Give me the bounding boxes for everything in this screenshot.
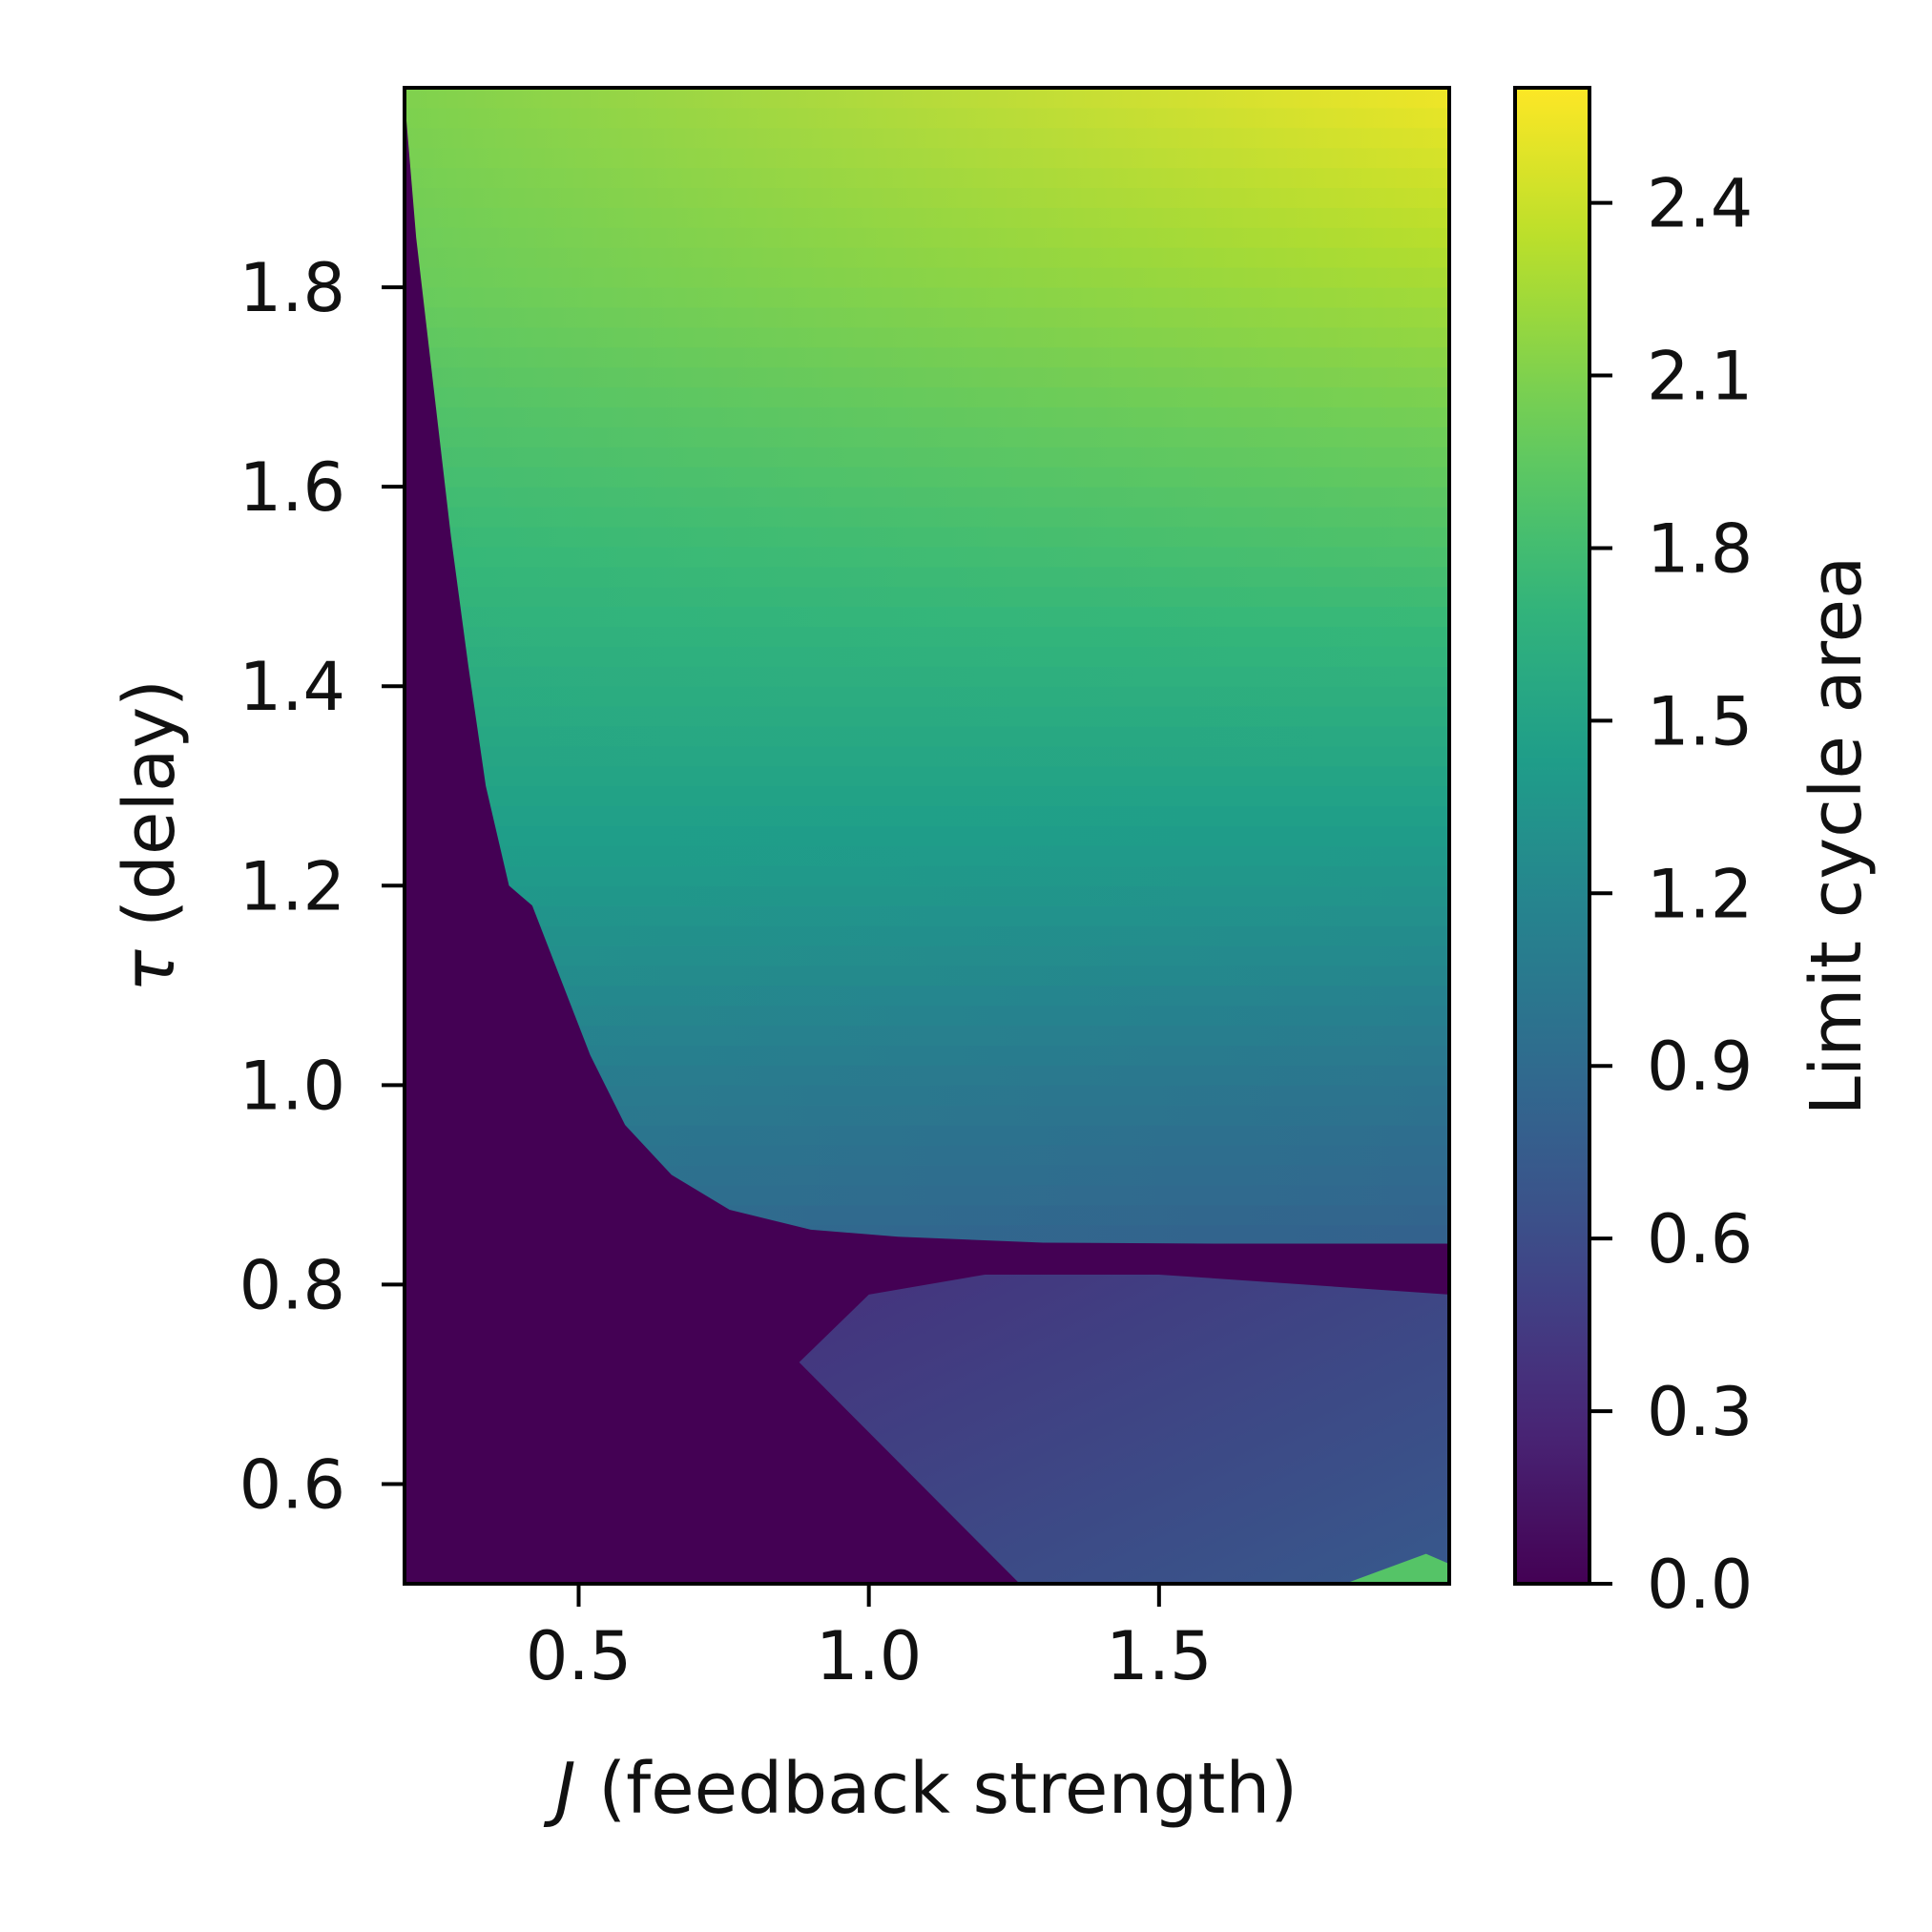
oscillation-band [405,645,1449,667]
oscillation-band [405,965,1449,987]
oscillation-band [405,246,1449,268]
oscillation-band [405,187,1449,208]
oscillation-band [405,1025,1449,1047]
oscillation-band [405,546,1449,568]
oscillation-band [405,725,1449,747]
y-tick-label: 1.2 [239,847,345,925]
x-axis-label: J (feedback strength) [543,1748,1298,1830]
x-tick-label: 1.5 [1106,1617,1212,1695]
x-axis-label-text: (feedback strength) [576,1748,1298,1830]
oscillation-band [405,88,1449,109]
colorbar-tick-label: 0.9 [1647,1028,1753,1106]
colorbar-tick-label: 2.4 [1647,165,1753,243]
oscillation-band [405,884,1449,906]
colorbar [1515,88,1589,1584]
colorbar-tick-label: 0.6 [1647,1200,1753,1278]
colorbar-tick-label: 2.1 [1647,338,1753,416]
colorbar-tick-label: 1.5 [1647,682,1753,760]
oscillation-band [405,745,1449,767]
oscillation-band [405,985,1449,1007]
colorbar-tick-label: 0.0 [1647,1546,1753,1624]
colorbar-ticks: 0.0 0.3 0.6 0.9 1.2 1.5 1.8 2.1 2.4 [1589,165,1753,1624]
oscillation-band [405,206,1449,228]
x-tick-label: 1.0 [816,1617,922,1695]
oscillation-band [405,506,1449,528]
colorbar-tick-label: 1.2 [1647,855,1753,933]
heatmap [405,88,1449,1584]
colorbar-tick-label: 1.8 [1647,509,1753,588]
oscillation-band [405,406,1449,427]
oscillation-band [405,566,1449,588]
oscillation-band [405,266,1449,288]
oscillation-band [405,366,1449,388]
y-axis-label-symbol: τ [109,949,191,992]
oscillation-band [405,705,1449,727]
oscillation-band [405,226,1449,248]
oscillation-band [405,486,1449,508]
y-axis-label: τ (delay) [109,679,191,992]
oscillation-band [405,665,1449,687]
oscillation-band [405,685,1449,707]
x-axis-label-symbol: J [543,1748,576,1830]
oscillation-band [405,805,1449,827]
y-axis-label-text: (delay) [109,679,191,949]
x-axis-ticks: 0.5 1.0 1.5 [526,1584,1212,1695]
oscillation-band [405,625,1449,647]
oscillation-band [405,306,1449,328]
plot-frame [403,86,1451,1586]
y-tick-label: 1.0 [239,1047,345,1125]
oscillation-band [405,945,1449,966]
oscillation-band [405,346,1449,368]
oscillation-band [405,904,1449,926]
oscillation-band [405,386,1449,408]
oscillation-band [405,326,1449,348]
oscillation-band [405,864,1449,886]
oscillation-band [405,526,1449,548]
y-tick-label: 1.4 [239,648,345,726]
colorbar-frame [1513,86,1591,1586]
colorbar-label: Limit cycle area [1796,556,1878,1116]
oscillation-band [405,1084,1449,1106]
y-tick-label: 1.8 [239,249,345,327]
y-tick-label: 1.6 [239,448,345,527]
oscillation-band [405,586,1449,608]
oscillation-band [405,924,1449,946]
oscillation-band [405,1124,1449,1146]
corner-oscillation-region [1344,1553,1449,1584]
oscillation-band [405,466,1449,488]
oscillation-band [405,1144,1449,1166]
y-axis-ticks: 0.6 0.8 1.0 1.2 1.4 1.6 1.8 [239,249,405,1524]
colorbar-tick-label: 0.3 [1647,1373,1753,1451]
y-tick-label: 0.8 [239,1246,345,1324]
secondary-oscillation-region [799,1274,1449,1584]
oscillation-band [405,147,1449,169]
oscillation-band [405,606,1449,627]
oscillation-band [405,785,1449,807]
y-tick-label: 0.6 [239,1445,345,1524]
oscillation-band [405,286,1449,308]
oscillation-band [405,1005,1449,1027]
oscillation-band [405,446,1449,467]
oscillation-band [405,1045,1449,1066]
oscillation-band [405,825,1449,846]
oscillation-band [405,127,1449,149]
oscillation-band [405,765,1449,787]
oscillation-band [405,167,1449,189]
oscillation-band [405,426,1449,447]
oscillation-band [405,1064,1449,1086]
oscillation-band [405,1104,1449,1126]
non-oscillating-mask [405,88,1449,1584]
x-tick-label: 0.5 [526,1617,632,1695]
oscillation-band [405,107,1449,129]
oscillation-band [405,844,1449,866]
oscillation-band [405,88,1449,89]
